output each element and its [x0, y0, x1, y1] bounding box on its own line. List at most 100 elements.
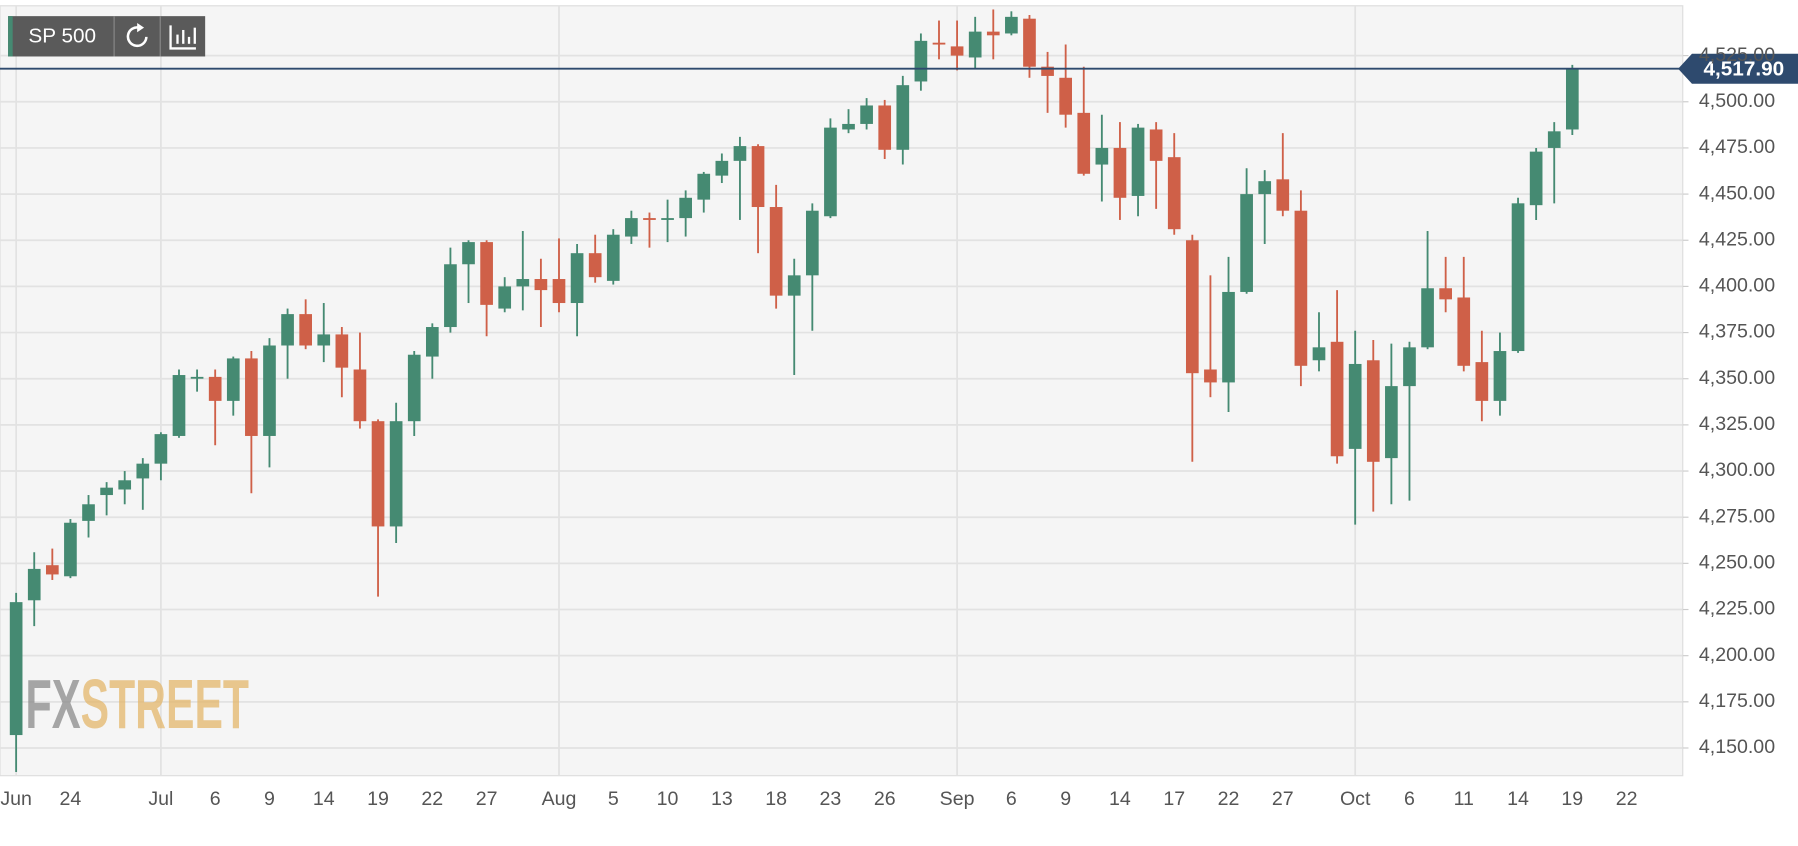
candle-body	[1185, 240, 1199, 374]
x-tick-label: 10	[657, 788, 679, 810]
y-tick-label: 4,325.00	[1699, 413, 1775, 435]
candle-body	[425, 327, 439, 357]
watermark-street: STREET	[81, 665, 249, 743]
candle-body	[1294, 210, 1308, 366]
candle-body	[733, 146, 747, 161]
x-tick-label: 17	[1163, 788, 1185, 810]
x-tick-label: 22	[1218, 788, 1240, 810]
candle-body	[1312, 347, 1326, 361]
candle-body	[715, 160, 729, 176]
candle-body	[82, 504, 95, 521]
x-tick-label: 19	[1561, 788, 1583, 810]
candle-body	[1511, 203, 1525, 352]
candle-body	[824, 127, 837, 217]
x-tick-label: 5	[608, 788, 619, 810]
refresh-button[interactable]	[126, 23, 148, 48]
y-tick-label: 4,375.00	[1699, 321, 1775, 343]
watermark-fx: FX	[25, 665, 80, 743]
candle-body	[100, 487, 113, 496]
x-tick-label: 11	[1454, 788, 1474, 810]
x-tick-label: 27	[1272, 788, 1294, 810]
y-tick-label: 4,225.00	[1699, 598, 1775, 620]
candle-body	[661, 218, 674, 220]
y-tick-label: 4,150.00	[1699, 736, 1775, 758]
candle-body	[172, 375, 186, 436]
candle-body	[842, 123, 855, 130]
x-tick-label: 19	[367, 788, 389, 810]
candle-body	[480, 242, 493, 305]
x-tick-label: 14	[1109, 788, 1131, 810]
candle-body	[154, 434, 168, 464]
candle-body	[9, 602, 23, 736]
x-tick-label: 6	[1404, 788, 1415, 810]
candle-body	[444, 264, 457, 328]
candle-body	[353, 369, 367, 422]
candle-body	[878, 105, 892, 150]
overlay: 4,517.90	[0, 53, 1798, 84]
x-tick-label: 26	[874, 788, 896, 810]
candle-body	[1457, 297, 1471, 366]
x-tick-label: 6	[210, 788, 221, 810]
y-tick-label: 4,425.00	[1699, 228, 1775, 250]
x-tick-label: Jul	[148, 788, 173, 810]
candle-body	[371, 421, 385, 527]
candle-body	[1131, 127, 1145, 196]
x-tick-label: 9	[264, 788, 275, 810]
candle-body	[1113, 147, 1127, 198]
candle-body	[1475, 362, 1489, 401]
symbol-button[interactable]: SP 500	[28, 24, 96, 47]
candle-body	[1565, 68, 1579, 130]
toolbar: SP 500	[8, 16, 206, 57]
candle-body	[1204, 369, 1217, 383]
candle-body	[1439, 288, 1453, 300]
candle-body	[136, 463, 150, 479]
candle-body	[570, 253, 584, 304]
candle-body	[45, 565, 59, 575]
x-tick-label: 27	[476, 788, 498, 810]
x-tick-label: Oct	[1340, 788, 1371, 810]
candle-body	[1403, 347, 1416, 387]
candle-body	[1240, 194, 1253, 292]
last-price-tag	[1678, 53, 1798, 84]
candle-body	[1529, 151, 1543, 206]
candle-body	[1547, 131, 1561, 148]
y-tick-label: 4,200.00	[1699, 644, 1775, 666]
candle-body	[1023, 18, 1036, 67]
candle-body	[1059, 77, 1072, 115]
candle-body	[1385, 386, 1398, 459]
candles	[9, 9, 1579, 772]
candle-body	[1041, 66, 1054, 76]
candle-body	[606, 234, 620, 281]
candle-body	[1005, 16, 1018, 34]
candle-body	[805, 210, 819, 276]
candle-body	[118, 480, 132, 490]
candle-body	[896, 85, 910, 150]
candle-body	[1493, 351, 1507, 401]
candle-body	[769, 207, 783, 296]
x-tick-label: Aug	[542, 788, 577, 810]
x-tick-label: Jun	[0, 788, 32, 810]
candle-body	[1258, 181, 1272, 195]
candle-body	[1421, 288, 1434, 348]
x-tick-label: 22	[1616, 788, 1638, 810]
y-tick-label: 4,500.00	[1699, 90, 1775, 112]
candle-body	[299, 314, 312, 346]
y-tick-label: 4,475.00	[1699, 136, 1775, 158]
plot-area	[0, 5, 1684, 777]
candle-body	[1077, 112, 1091, 174]
candle-body	[552, 279, 566, 304]
last-price-label: 4,517.90	[1703, 57, 1784, 80]
y-tick-label: 4,350.00	[1699, 367, 1775, 389]
candle-body	[860, 105, 873, 124]
candle-body	[317, 334, 331, 346]
candle-body	[281, 314, 294, 346]
x-tick-label: 22	[421, 788, 443, 810]
candle-body	[1167, 157, 1181, 230]
chart-type-button[interactable]	[169, 25, 196, 50]
candle-body	[208, 376, 222, 401]
y-tick-label: 4,525.00	[1699, 44, 1775, 66]
x-tick-label: 24	[60, 788, 82, 810]
candle-body	[516, 279, 530, 287]
candle-body	[986, 31, 1000, 36]
candle-body	[643, 218, 656, 220]
